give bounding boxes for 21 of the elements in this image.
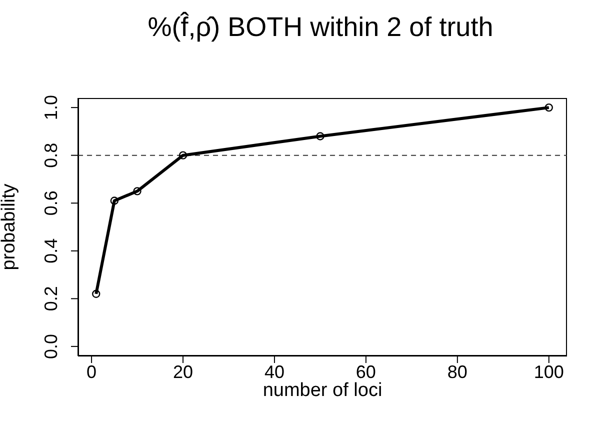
point <box>178 151 188 160</box>
y-tick-label: 1.0 <box>41 95 61 120</box>
y-tick-label: 0.6 <box>41 190 61 216</box>
x-axis-title: number of loci <box>262 380 382 401</box>
y-axis-title: probability <box>0 183 20 270</box>
chart-title: %(f̂,ρ̂) BOTH within 2 of truth <box>146 12 494 43</box>
x-tick-label: 0 <box>86 362 97 382</box>
x-tick-label: 40 <box>264 362 284 382</box>
x-tick-label: 20 <box>172 362 194 382</box>
point <box>92 290 100 298</box>
x-tick-label: 80 <box>447 362 468 382</box>
y-tick-label: 0.2 <box>41 286 61 312</box>
point <box>133 187 142 196</box>
y-tick-label: 0.8 <box>41 142 61 168</box>
point <box>544 103 553 112</box>
x-tick-label: 100 <box>534 362 564 382</box>
y-tick-label: 0.0 <box>41 334 61 359</box>
point <box>110 196 119 205</box>
point <box>316 132 324 140</box>
y-tick-label: 0.4 <box>41 238 61 264</box>
x-tick-label: 60 <box>356 362 376 382</box>
